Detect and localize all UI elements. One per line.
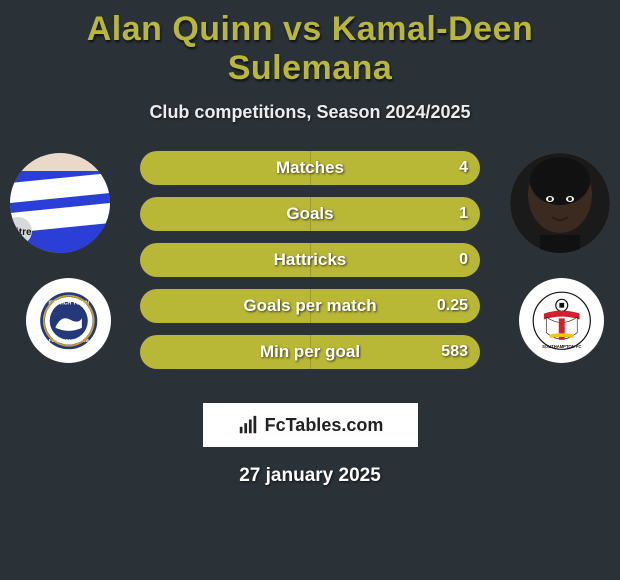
stat-bar-left — [140, 151, 310, 185]
page-title: Alan Quinn vs Kamal-Deen Sulemana — [0, 0, 620, 88]
stat-bar-left — [140, 197, 310, 231]
chart-icon — [237, 414, 259, 436]
stat-value-right: 0 — [459, 251, 468, 269]
svg-text:SOUTHAMPTON FC: SOUTHAMPTON FC — [542, 344, 581, 349]
club-right-badge: SOUTHAMPTON FC — [519, 278, 604, 363]
stat-value-right: 4 — [459, 159, 468, 177]
club-left-badge: IPSWICH TOWN FOOTBALL CLUB — [26, 278, 111, 363]
stat-row: Goals1 — [140, 197, 480, 231]
player-right-avatar — [510, 153, 610, 253]
stat-row: Matches4 — [140, 151, 480, 185]
stat-bar-right — [310, 197, 480, 231]
stat-bar-left — [140, 243, 310, 277]
stat-bars: Matches4 Goals1 Hattricks0 Goals per match0… — [140, 151, 480, 381]
stat-value-right: 1 — [459, 205, 468, 223]
stat-value-right: 0.25 — [437, 297, 468, 315]
comparison-panel: itre IPSWICH TOWN FOOTBALL CLUB — [0, 153, 620, 393]
svg-text:itre: itre — [16, 227, 32, 238]
branding-label: FcTables.com — [265, 415, 384, 436]
branding-box: FcTables.com — [203, 403, 418, 447]
stat-row: Min per goal583 — [140, 335, 480, 369]
stat-value-right: 583 — [441, 343, 468, 361]
stat-bar-left — [140, 289, 310, 323]
stat-row: Goals per match0.25 — [140, 289, 480, 323]
stat-bar-left — [140, 335, 310, 369]
stat-bar-right — [310, 243, 480, 277]
subtitle: Club competitions, Season 2024/2025 — [0, 102, 620, 123]
stat-row: Hattricks0 — [140, 243, 480, 277]
svg-text:IPSWICH TOWN: IPSWICH TOWN — [48, 300, 89, 306]
stat-bar-right — [310, 151, 480, 185]
date-label: 27 january 2025 — [0, 465, 620, 487]
player-left-avatar: itre — [10, 153, 110, 253]
